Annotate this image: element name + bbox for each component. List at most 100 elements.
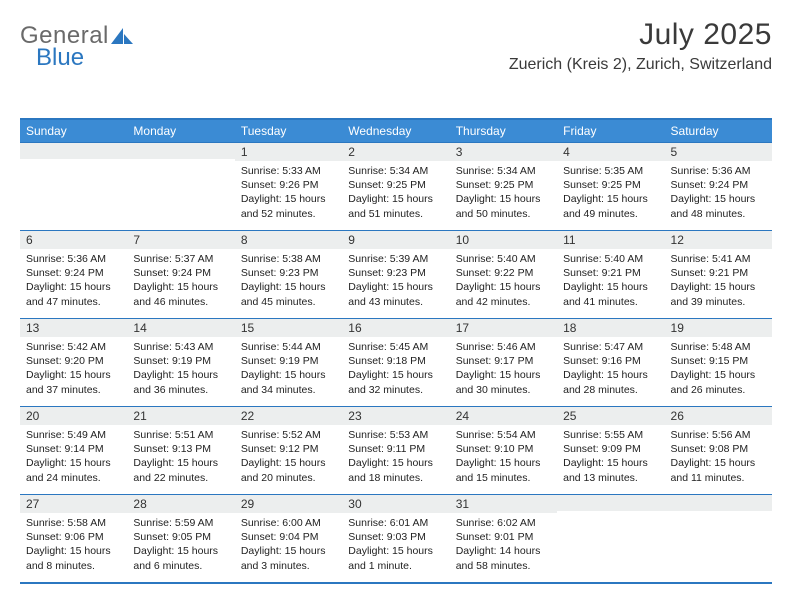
calendar-body: 1Sunrise: 5:33 AMSunset: 9:26 PMDaylight… [20, 143, 772, 583]
day-line: and 52 minutes. [241, 207, 336, 221]
day-line: Daylight: 15 hours [26, 456, 121, 470]
day-line: Sunset: 9:09 PM [563, 442, 658, 456]
day-line: Sunset: 9:20 PM [26, 354, 121, 368]
day-line: Sunrise: 5:51 AM [133, 428, 228, 442]
day-line: and 45 minutes. [241, 295, 336, 309]
day-number: 27 [20, 495, 127, 513]
day-body: Sunrise: 5:49 AMSunset: 9:14 PMDaylight:… [20, 425, 127, 489]
day-line: and 3 minutes. [241, 559, 336, 573]
day-body: Sunrise: 5:44 AMSunset: 9:19 PMDaylight:… [235, 337, 342, 401]
day-header-row: Sunday Monday Tuesday Wednesday Thursday… [20, 119, 772, 143]
sail-icon [111, 26, 133, 46]
day-number: 5 [665, 143, 772, 161]
day-line: Daylight: 15 hours [348, 368, 443, 382]
day-line: and 18 minutes. [348, 471, 443, 485]
calendar-cell: 20Sunrise: 5:49 AMSunset: 9:14 PMDayligh… [20, 407, 127, 495]
title-block: July 2025 Zuerich (Kreis 2), Zurich, Swi… [509, 18, 772, 74]
day-line: Sunset: 9:03 PM [348, 530, 443, 544]
day-number: 13 [20, 319, 127, 337]
calendar-cell: 25Sunrise: 5:55 AMSunset: 9:09 PMDayligh… [557, 407, 664, 495]
day-line: Daylight: 15 hours [563, 368, 658, 382]
day-line: and 42 minutes. [456, 295, 551, 309]
day-body [557, 511, 664, 571]
calendar-cell: 30Sunrise: 6:01 AMSunset: 9:03 PMDayligh… [342, 495, 449, 583]
day-number: 30 [342, 495, 449, 513]
day-line: Sunrise: 5:53 AM [348, 428, 443, 442]
day-number: 8 [235, 231, 342, 249]
calendar-cell: 23Sunrise: 5:53 AMSunset: 9:11 PMDayligh… [342, 407, 449, 495]
brand-word-2-wrap: Blue [36, 44, 84, 72]
day-body: Sunrise: 5:37 AMSunset: 9:24 PMDaylight:… [127, 249, 234, 313]
day-line: and 37 minutes. [26, 383, 121, 397]
day-line: Sunset: 9:25 PM [348, 178, 443, 192]
day-line: Sunrise: 5:49 AM [26, 428, 121, 442]
day-line: Sunset: 9:24 PM [671, 178, 766, 192]
day-line: Sunrise: 5:41 AM [671, 252, 766, 266]
day-line: Sunrise: 5:45 AM [348, 340, 443, 354]
day-line: Sunset: 9:14 PM [26, 442, 121, 456]
day-body: Sunrise: 5:41 AMSunset: 9:21 PMDaylight:… [665, 249, 772, 313]
day-number [127, 143, 234, 159]
calendar-cell [20, 143, 127, 231]
day-line: Daylight: 15 hours [26, 368, 121, 382]
calendar-cell: 1Sunrise: 5:33 AMSunset: 9:26 PMDaylight… [235, 143, 342, 231]
day-line: and 41 minutes. [563, 295, 658, 309]
day-line: Daylight: 15 hours [456, 456, 551, 470]
day-line: Daylight: 15 hours [563, 192, 658, 206]
day-header: Thursday [450, 119, 557, 143]
day-line: Sunset: 9:24 PM [133, 266, 228, 280]
day-line: Daylight: 15 hours [348, 280, 443, 294]
day-number: 22 [235, 407, 342, 425]
day-line: and 47 minutes. [26, 295, 121, 309]
day-line: Daylight: 15 hours [133, 368, 228, 382]
day-line: Sunrise: 5:34 AM [348, 164, 443, 178]
calendar-cell [127, 143, 234, 231]
day-body [20, 159, 127, 219]
calendar-cell: 15Sunrise: 5:44 AMSunset: 9:19 PMDayligh… [235, 319, 342, 407]
calendar-cell: 17Sunrise: 5:46 AMSunset: 9:17 PMDayligh… [450, 319, 557, 407]
day-line: Sunset: 9:10 PM [456, 442, 551, 456]
day-line: Sunrise: 5:56 AM [671, 428, 766, 442]
day-line: and 36 minutes. [133, 383, 228, 397]
day-line: Daylight: 15 hours [241, 368, 336, 382]
day-body: Sunrise: 5:58 AMSunset: 9:06 PMDaylight:… [20, 513, 127, 577]
day-line: Daylight: 14 hours [456, 544, 551, 558]
day-number: 12 [665, 231, 772, 249]
calendar-cell: 12Sunrise: 5:41 AMSunset: 9:21 PMDayligh… [665, 231, 772, 319]
page-header: General July 2025 Zuerich (Kreis 2), Zur… [20, 18, 772, 74]
day-line: Sunset: 9:25 PM [563, 178, 658, 192]
day-body: Sunrise: 5:36 AMSunset: 9:24 PMDaylight:… [665, 161, 772, 225]
calendar-cell: 24Sunrise: 5:54 AMSunset: 9:10 PMDayligh… [450, 407, 557, 495]
day-line: Sunset: 9:19 PM [133, 354, 228, 368]
day-body: Sunrise: 5:56 AMSunset: 9:08 PMDaylight:… [665, 425, 772, 489]
calendar-cell: 13Sunrise: 5:42 AMSunset: 9:20 PMDayligh… [20, 319, 127, 407]
calendar-cell: 9Sunrise: 5:39 AMSunset: 9:23 PMDaylight… [342, 231, 449, 319]
day-line: Sunset: 9:19 PM [241, 354, 336, 368]
day-line: Sunset: 9:23 PM [348, 266, 443, 280]
day-line: Daylight: 15 hours [241, 192, 336, 206]
day-line: Sunrise: 5:48 AM [671, 340, 766, 354]
day-line: Daylight: 15 hours [563, 280, 658, 294]
day-number: 10 [450, 231, 557, 249]
calendar-cell: 11Sunrise: 5:40 AMSunset: 9:21 PMDayligh… [557, 231, 664, 319]
day-line: Sunrise: 5:39 AM [348, 252, 443, 266]
day-line: Daylight: 15 hours [26, 280, 121, 294]
day-line: Sunset: 9:04 PM [241, 530, 336, 544]
calendar-cell: 21Sunrise: 5:51 AMSunset: 9:13 PMDayligh… [127, 407, 234, 495]
day-body: Sunrise: 5:34 AMSunset: 9:25 PMDaylight:… [450, 161, 557, 225]
brand-word-2: Blue [36, 44, 84, 71]
day-line: and 20 minutes. [241, 471, 336, 485]
day-body: Sunrise: 6:02 AMSunset: 9:01 PMDaylight:… [450, 513, 557, 577]
day-line: and 34 minutes. [241, 383, 336, 397]
calendar-cell: 18Sunrise: 5:47 AMSunset: 9:16 PMDayligh… [557, 319, 664, 407]
day-number: 3 [450, 143, 557, 161]
day-number: 21 [127, 407, 234, 425]
day-line: Sunset: 9:16 PM [563, 354, 658, 368]
day-line: Sunset: 9:05 PM [133, 530, 228, 544]
calendar-cell: 28Sunrise: 5:59 AMSunset: 9:05 PMDayligh… [127, 495, 234, 583]
day-line: and 1 minute. [348, 559, 443, 573]
day-number: 31 [450, 495, 557, 513]
day-number: 26 [665, 407, 772, 425]
day-body: Sunrise: 5:36 AMSunset: 9:24 PMDaylight:… [20, 249, 127, 313]
day-line: Daylight: 15 hours [133, 456, 228, 470]
